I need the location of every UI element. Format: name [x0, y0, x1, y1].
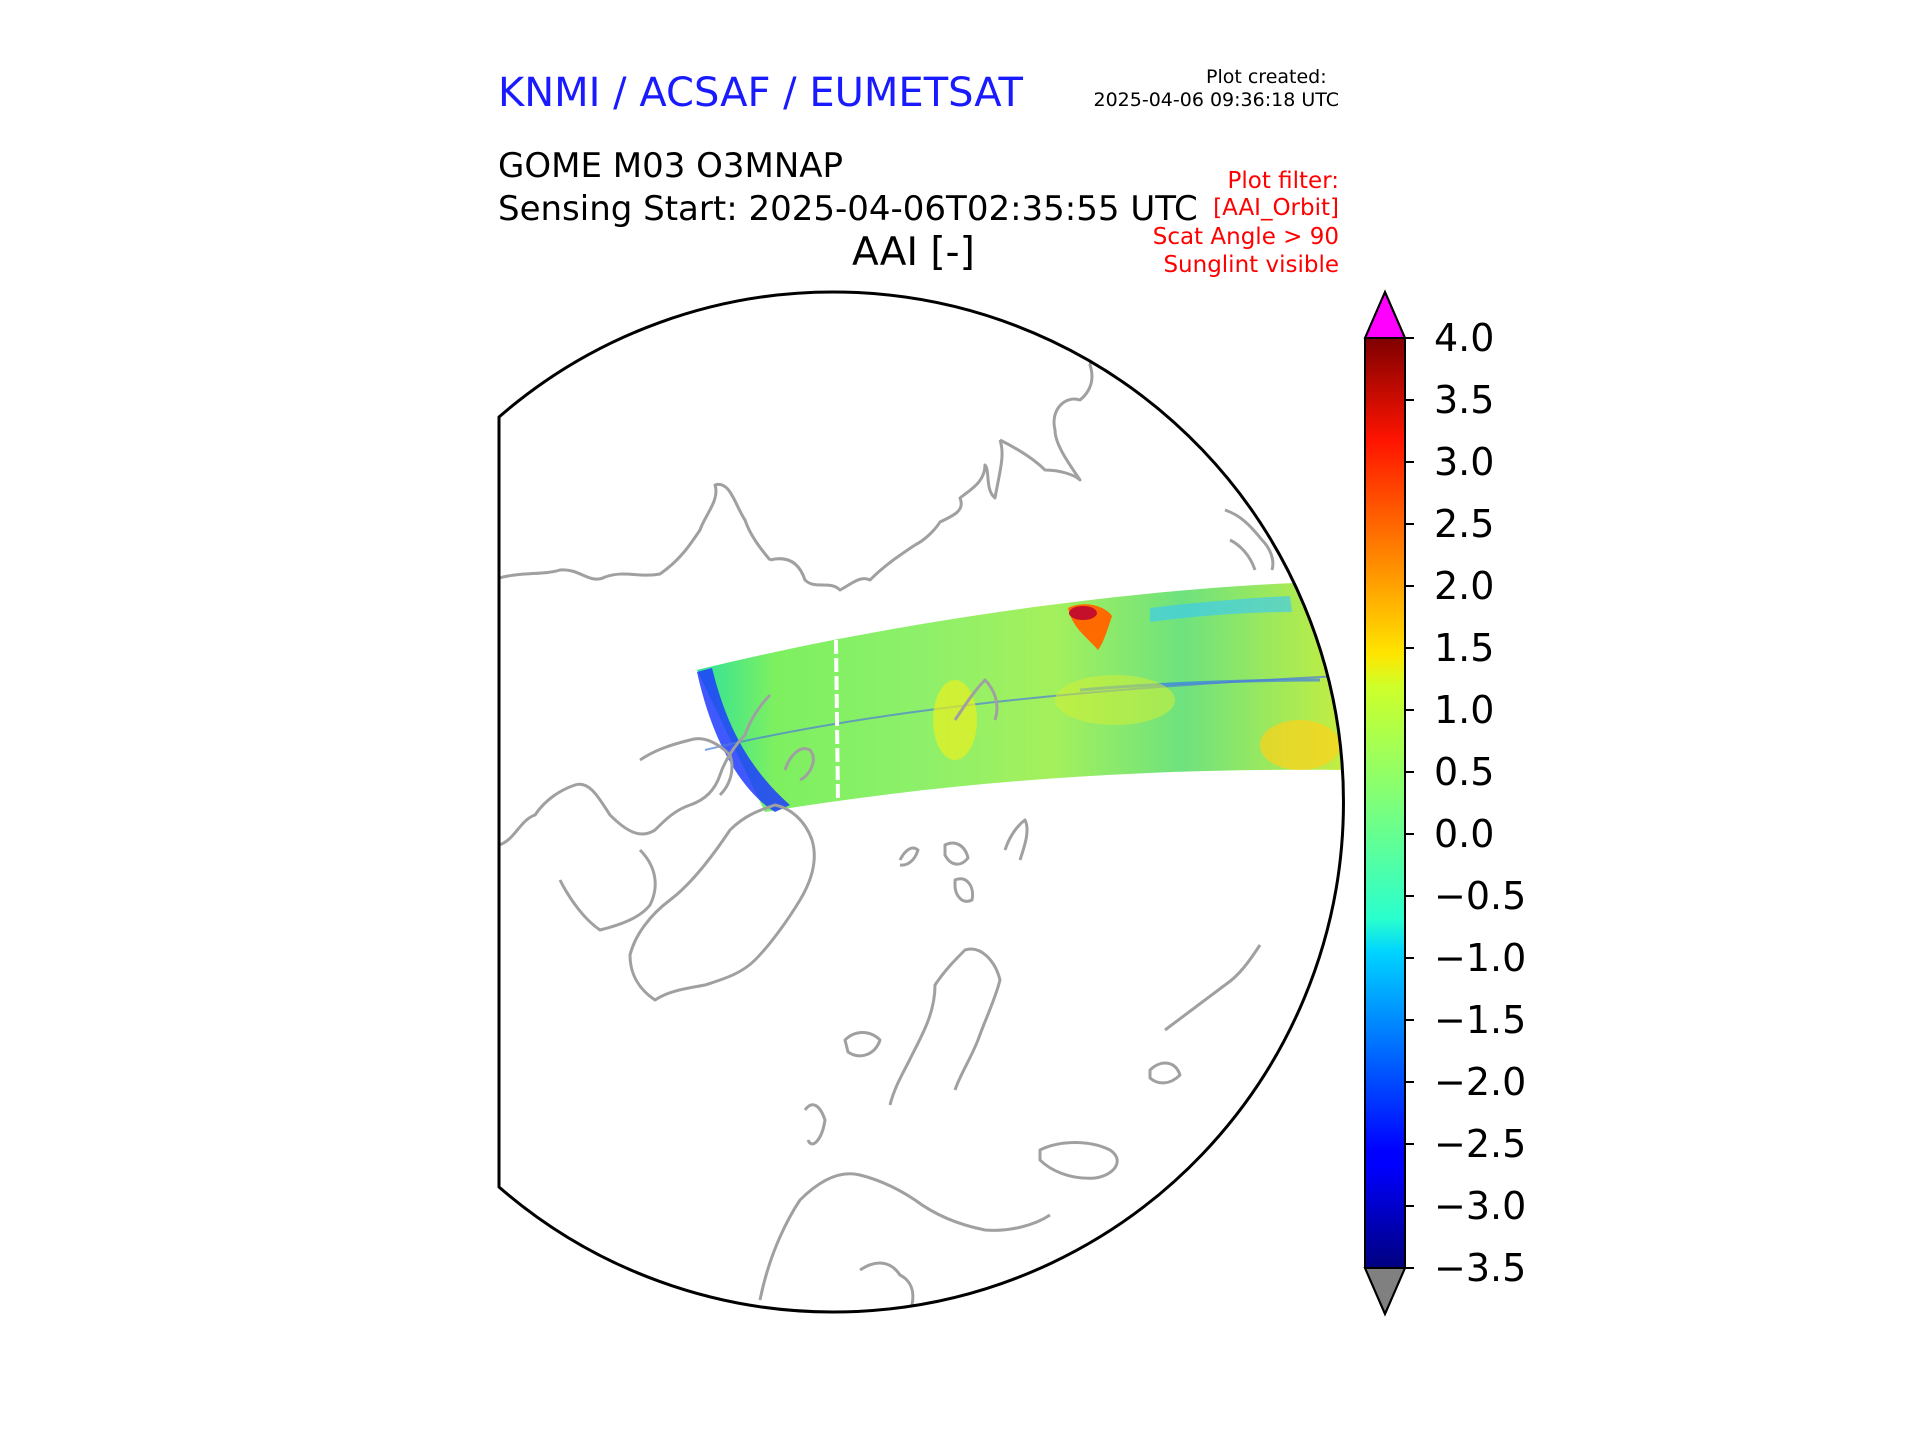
coastline-baffin-island: [639, 737, 734, 797]
coastline-north-america: [499, 482, 772, 581]
coastline-iberia-italy: [859, 1261, 915, 1306]
coastline-chukotka: [914, 439, 1004, 547]
coastline-svalbard: [943, 841, 970, 866]
colorbar-tick-label: 1.0: [1434, 688, 1494, 732]
map-area: [499, 323, 1344, 1306]
coastline-novaya-zemlya: [1003, 818, 1029, 861]
colorbar-over-extension: [1363, 289, 1407, 339]
coastline-siberia: [999, 323, 1162, 482]
colorbar-tick-label: 2.0: [1434, 564, 1494, 608]
swath-low-values: [697, 668, 790, 812]
colorbar-under-extension: [1363, 1267, 1407, 1317]
coastline-svalbard: [953, 877, 975, 903]
coastline-east-asia: [1224, 508, 1275, 571]
colorbar-tick-label: −0.5: [1434, 874, 1526, 918]
plot-created-label: Plot created:: [1206, 66, 1327, 88]
swath-gap: [834, 639, 840, 801]
colorbar-tick-label: 0.0: [1434, 812, 1494, 856]
coastline-arctic-islands: [898, 846, 920, 867]
colorbar-tick-label: −2.5: [1434, 1122, 1526, 1166]
colorbar: 4.0 3.5 3.0 2.5 2.0 1.5 1.0 0.5 0.0 −0.5 −1.0 −1.5 −…: [1363, 289, 1526, 1317]
colorbar-tick-label: −1.5: [1434, 998, 1526, 1042]
coastline-ellesmere: [783, 747, 815, 782]
map-boundary: [497, 290, 1345, 1314]
coastline-greenland: [628, 803, 816, 1002]
colorbar-tick-label: 3.5: [1434, 378, 1494, 422]
coastlines: [499, 323, 1275, 1306]
coastline-canada: [499, 693, 772, 847]
colorbar-ticks: 4.0 3.5 3.0 2.5 2.0 1.5 1.0 0.5 0.0 −0.5 −1.0 −1.5 −…: [1405, 316, 1526, 1290]
colorbar-tick-label: −3.0: [1434, 1184, 1526, 1228]
colorbar-tick-label: 1.5: [1434, 626, 1494, 670]
organization-title: KNMI / ACSAF / EUMETSAT: [498, 70, 1023, 116]
coastline-black-sea: [1038, 1141, 1119, 1180]
plot-filter-line: Scat Angle > 90: [1152, 224, 1339, 250]
colorbar-tick-label: 3.0: [1434, 440, 1494, 484]
colorbar-gradient: [1365, 338, 1405, 1268]
coastline-iceland: [843, 1031, 882, 1058]
coastline-taymyr: [953, 678, 999, 721]
colorbar-tick-label: −1.0: [1434, 936, 1526, 980]
swath-high-values: [1260, 720, 1340, 770]
coastline-europe: [758, 1172, 1051, 1301]
coastline-central-asia: [1164, 944, 1262, 1032]
colorbar-tick-label: −2.0: [1434, 1060, 1526, 1104]
swath-aerosol-hotspot: [1069, 606, 1097, 620]
sensing-start: Sensing Start: 2025-04-06T02:35:55 UTC: [498, 189, 1198, 229]
coastline-caspian: [1148, 1061, 1182, 1085]
plot-created-time: 2025-04-06 09:36:18 UTC: [1093, 89, 1340, 111]
plot-filter-line: Plot filter:: [1227, 168, 1339, 194]
colorbar-tick-label: −3.5: [1434, 1246, 1526, 1290]
swath-cyan-streak: [1150, 596, 1292, 622]
coastline-scandinavia: [888, 947, 1002, 1106]
coastline-british-isles: [803, 1103, 827, 1146]
plot-filter-line: Sunglint visible: [1163, 252, 1339, 278]
coastline-hudson-bay: [558, 848, 657, 932]
variable-title: AAI [-]: [852, 230, 975, 275]
plot-filter-line: [AAI_Orbit]: [1213, 195, 1339, 221]
data-swath: [697, 583, 1344, 812]
swath-high-values: [1055, 675, 1175, 725]
colorbar-tick-label: 0.5: [1434, 750, 1494, 794]
colorbar-tick-label: 2.5: [1434, 502, 1494, 546]
coastline-alaska: [769, 543, 916, 592]
product-title: GOME M03 O3MNAP: [498, 146, 844, 186]
colorbar-tick-label: 4.0: [1434, 316, 1494, 360]
coastline-sakhalin: [1229, 538, 1257, 571]
